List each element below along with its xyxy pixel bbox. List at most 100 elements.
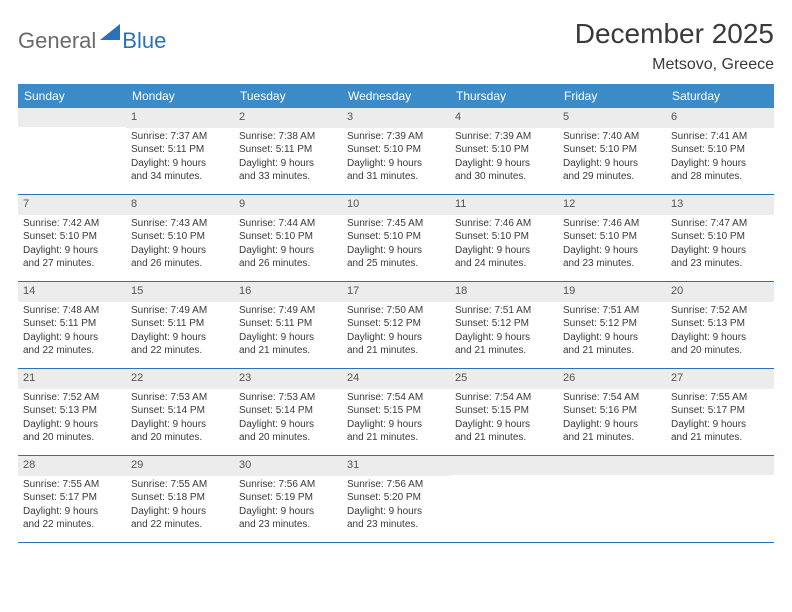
daylight-text-1: Daylight: 9 hours	[23, 245, 121, 258]
day-body: Sunrise: 7:47 AMSunset: 5:10 PMDaylight:…	[666, 215, 774, 278]
daylight-text-2: and 21 minutes.	[347, 345, 445, 358]
sunrise-text: Sunrise: 7:45 AM	[347, 218, 445, 231]
day-body: Sunrise: 7:38 AMSunset: 5:11 PMDaylight:…	[234, 128, 342, 191]
daylight-text-1: Daylight: 9 hours	[239, 332, 337, 345]
daylight-text-2: and 27 minutes.	[23, 258, 121, 271]
daylight-text-2: and 23 minutes.	[563, 258, 661, 271]
day-cell: 5Sunrise: 7:40 AMSunset: 5:10 PMDaylight…	[558, 108, 666, 194]
daylight-text-1: Daylight: 9 hours	[671, 245, 769, 258]
daylight-text-2: and 20 minutes.	[671, 345, 769, 358]
day-cell	[558, 456, 666, 542]
sunset-text: Sunset: 5:15 PM	[347, 405, 445, 418]
sunrise-text: Sunrise: 7:46 AM	[563, 218, 661, 231]
day-number: 19	[558, 282, 666, 302]
sunrise-text: Sunrise: 7:41 AM	[671, 131, 769, 144]
day-body: Sunrise: 7:55 AMSunset: 5:17 PMDaylight:…	[18, 476, 126, 539]
sunrise-text: Sunrise: 7:55 AM	[23, 479, 121, 492]
daylight-text-2: and 31 minutes.	[347, 171, 445, 184]
sunrise-text: Sunrise: 7:39 AM	[347, 131, 445, 144]
day-cell: 7Sunrise: 7:42 AMSunset: 5:10 PMDaylight…	[18, 195, 126, 281]
day-cell: 31Sunrise: 7:56 AMSunset: 5:20 PMDayligh…	[342, 456, 450, 542]
daylight-text-1: Daylight: 9 hours	[347, 332, 445, 345]
sunset-text: Sunset: 5:10 PM	[347, 144, 445, 157]
week-row: 7Sunrise: 7:42 AMSunset: 5:10 PMDaylight…	[18, 195, 774, 282]
daylight-text-2: and 20 minutes.	[131, 432, 229, 445]
sunset-text: Sunset: 5:17 PM	[671, 405, 769, 418]
day-cell: 1Sunrise: 7:37 AMSunset: 5:11 PMDaylight…	[126, 108, 234, 194]
sunset-text: Sunset: 5:11 PM	[131, 318, 229, 331]
week-row: 21Sunrise: 7:52 AMSunset: 5:13 PMDayligh…	[18, 369, 774, 456]
daylight-text-1: Daylight: 9 hours	[23, 419, 121, 432]
sunset-text: Sunset: 5:10 PM	[671, 144, 769, 157]
sunrise-text: Sunrise: 7:53 AM	[131, 392, 229, 405]
daylight-text-2: and 21 minutes.	[239, 345, 337, 358]
empty-day-number	[18, 108, 126, 127]
day-cell: 21Sunrise: 7:52 AMSunset: 5:13 PMDayligh…	[18, 369, 126, 455]
page-header: General Blue December 2025 Metsovo, Gree…	[18, 18, 774, 74]
day-number: 16	[234, 282, 342, 302]
daylight-text-2: and 21 minutes.	[347, 432, 445, 445]
sunrise-text: Sunrise: 7:49 AM	[131, 305, 229, 318]
daylight-text-1: Daylight: 9 hours	[563, 158, 661, 171]
daylight-text-2: and 21 minutes.	[563, 432, 661, 445]
day-number: 25	[450, 369, 558, 389]
sunrise-text: Sunrise: 7:54 AM	[347, 392, 445, 405]
daylight-text-2: and 22 minutes.	[23, 345, 121, 358]
day-number: 4	[450, 108, 558, 128]
daylight-text-2: and 29 minutes.	[563, 171, 661, 184]
daylight-text-2: and 21 minutes.	[563, 345, 661, 358]
day-cell: 4Sunrise: 7:39 AMSunset: 5:10 PMDaylight…	[450, 108, 558, 194]
sunset-text: Sunset: 5:10 PM	[563, 144, 661, 157]
sunset-text: Sunset: 5:12 PM	[563, 318, 661, 331]
day-body: Sunrise: 7:54 AMSunset: 5:15 PMDaylight:…	[342, 389, 450, 452]
sunrise-text: Sunrise: 7:42 AM	[23, 218, 121, 231]
day-cell: 20 Sunrise: 7:52 AMSunset: 5:13 PMDayligh…	[666, 282, 774, 368]
daylight-text-1: Daylight: 9 hours	[239, 158, 337, 171]
day-number: 30	[234, 456, 342, 476]
daylight-text-1: Daylight: 9 hours	[671, 332, 769, 345]
sunset-text: Sunset: 5:10 PM	[671, 231, 769, 244]
day-header-cell: Sunday	[18, 84, 126, 108]
day-number: 2	[234, 108, 342, 128]
daylight-text-2: and 23 minutes.	[347, 519, 445, 532]
daylight-text-2: and 33 minutes.	[239, 171, 337, 184]
daylight-text-1: Daylight: 9 hours	[671, 158, 769, 171]
daylight-text-2: and 23 minutes.	[671, 258, 769, 271]
sunrise-text: Sunrise: 7:53 AM	[239, 392, 337, 405]
sunrise-text: Sunrise: 7:48 AM	[23, 305, 121, 318]
day-body: Sunrise: 7:51 AMSunset: 5:12 PMDaylight:…	[558, 302, 666, 365]
day-body: Sunrise: 7:39 AMSunset: 5:10 PMDaylight:…	[450, 128, 558, 191]
sunset-text: Sunset: 5:11 PM	[239, 144, 337, 157]
day-number: 20	[666, 282, 774, 302]
day-body: Sunrise: 7:55 AMSunset: 5:18 PMDaylight:…	[126, 476, 234, 539]
logo: General Blue	[18, 18, 166, 58]
day-body: Sunrise: 7:46 AMSunset: 5:10 PMDaylight:…	[558, 215, 666, 278]
day-body: Sunrise: 7:53 AMSunset: 5:14 PMDaylight:…	[126, 389, 234, 452]
day-body: Sunrise: 7:54 AMSunset: 5:15 PMDaylight:…	[450, 389, 558, 452]
sunset-text: Sunset: 5:14 PM	[239, 405, 337, 418]
daylight-text-2: and 30 minutes.	[455, 171, 553, 184]
daylight-text-2: and 28 minutes.	[671, 171, 769, 184]
sunset-text: Sunset: 5:13 PM	[23, 405, 121, 418]
sunset-text: Sunset: 5:11 PM	[23, 318, 121, 331]
daylight-text-1: Daylight: 9 hours	[347, 245, 445, 258]
day-number: 9	[234, 195, 342, 215]
week-row: 28Sunrise: 7:55 AMSunset: 5:17 PMDayligh…	[18, 456, 774, 543]
empty-day-number	[558, 456, 666, 475]
daylight-text-1: Daylight: 9 hours	[131, 419, 229, 432]
sunset-text: Sunset: 5:10 PM	[455, 231, 553, 244]
day-cell: 9Sunrise: 7:44 AMSunset: 5:10 PMDaylight…	[234, 195, 342, 281]
day-cell: 28Sunrise: 7:55 AMSunset: 5:17 PMDayligh…	[18, 456, 126, 542]
sunset-text: Sunset: 5:13 PM	[671, 318, 769, 331]
sunrise-text: Sunrise: 7:52 AM	[671, 305, 769, 318]
empty-day-number	[450, 456, 558, 475]
day-number: 15	[126, 282, 234, 302]
day-body: Sunrise: 7:40 AMSunset: 5:10 PMDaylight:…	[558, 128, 666, 191]
day-cell: 17Sunrise: 7:50 AMSunset: 5:12 PMDayligh…	[342, 282, 450, 368]
day-header-row: SundayMondayTuesdayWednesdayThursdayFrid…	[18, 84, 774, 108]
sunset-text: Sunset: 5:10 PM	[239, 231, 337, 244]
daylight-text-2: and 22 minutes.	[131, 519, 229, 532]
daylight-text-1: Daylight: 9 hours	[455, 158, 553, 171]
logo-word-2: Blue	[122, 28, 166, 54]
day-number: 14	[18, 282, 126, 302]
